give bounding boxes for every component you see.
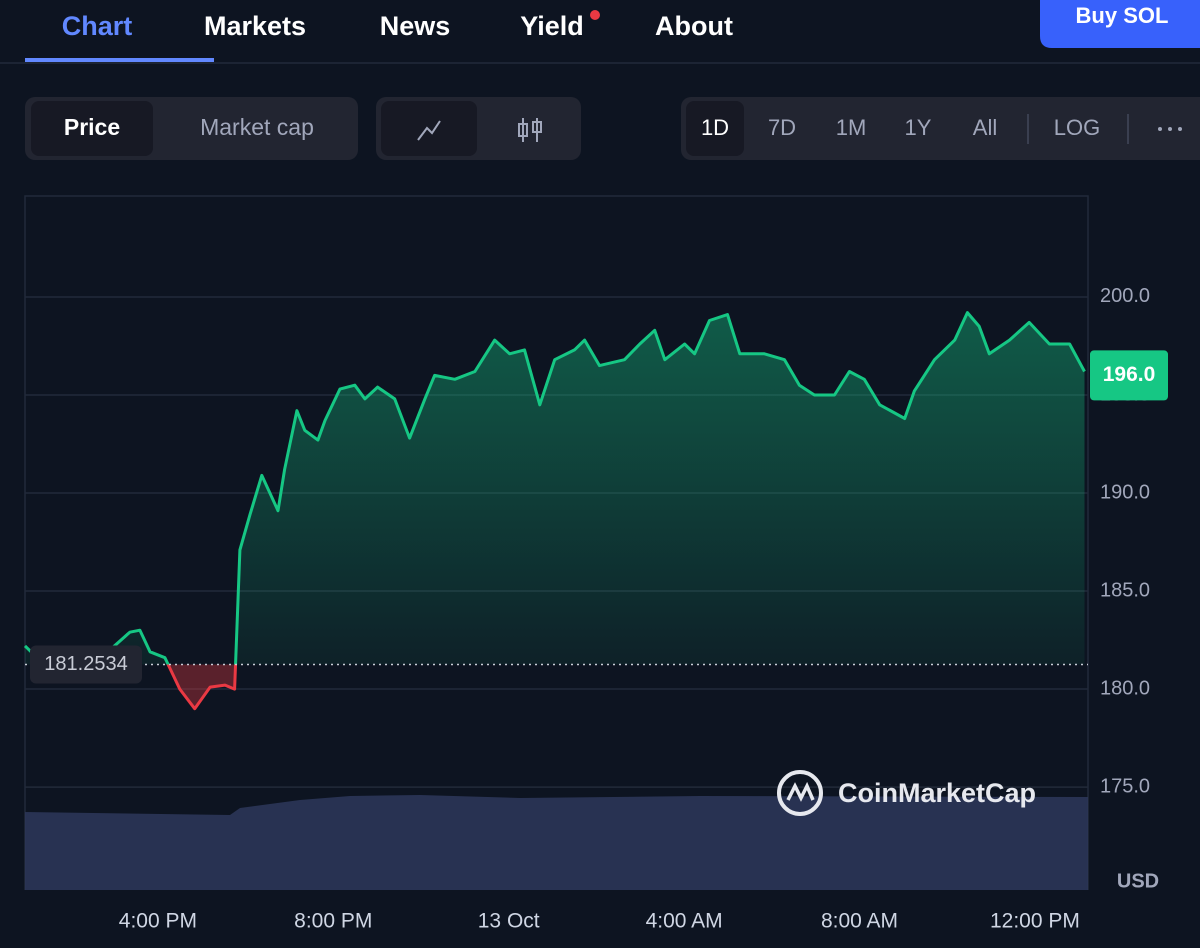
range-button[interactable]: 1Y [905, 115, 932, 140]
y-tick-label: 190.0 [1100, 481, 1150, 503]
active-tab-underline [25, 58, 214, 62]
log-toggle[interactable]: LOG [1054, 115, 1100, 140]
plot [23, 296, 1088, 788]
notification-dot [590, 10, 600, 20]
y-tick-label: 180.0 [1100, 677, 1150, 699]
buy-button-label[interactable]: Buy SOL [1076, 3, 1169, 28]
nav-tab[interactable]: Chart [62, 11, 133, 41]
metric-button[interactable]: Price [64, 114, 120, 140]
last-price-label: 196.0 [1103, 363, 1156, 386]
x-tick-label: 13 Oct [478, 910, 540, 933]
metric-button[interactable]: Market cap [200, 114, 314, 140]
watermark-logo [777, 770, 823, 816]
nav-tab[interactable]: News [380, 11, 451, 41]
reference-label: 181.2534 [44, 653, 127, 675]
range-button[interactable]: 7D [768, 115, 796, 140]
range-button[interactable]: 1D [701, 115, 729, 140]
currency-label: USD [1117, 870, 1159, 892]
x-tick-label: 4:00 PM [119, 910, 197, 933]
y-tick-label: 175.0 [1100, 775, 1150, 797]
plot-frame [24, 195, 1089, 890]
x-tick-label: 8:00 PM [294, 910, 372, 933]
y-tick-label: 185.0 [1100, 579, 1150, 601]
nav-tab[interactable]: About [655, 11, 733, 41]
nav-tab[interactable]: Markets [204, 11, 306, 41]
reference-label-box [30, 645, 142, 684]
candle-icon[interactable] [518, 118, 542, 142]
price-line-down [166, 664, 238, 711]
range-button[interactable]: All [973, 115, 997, 140]
price-line-up [23, 311, 1086, 665]
more-button[interactable] [1158, 127, 1182, 131]
volume-area [25, 795, 1088, 890]
watermark: CoinMarketCap [838, 778, 1036, 808]
line-icon [417, 120, 441, 141]
nav-tab[interactable]: Yield [520, 11, 584, 41]
range-button[interactable]: 1M [836, 115, 867, 140]
x-tick-label: 4:00 AM [646, 910, 723, 933]
price-area-down [168, 664, 236, 709]
last-price-box [1090, 350, 1168, 401]
line-style-button[interactable] [381, 101, 477, 156]
active-pill [686, 101, 744, 156]
range-toggle [681, 97, 1200, 160]
y-tick-label: 200.0 [1100, 285, 1150, 307]
x-tick-label: 8:00 AM [821, 910, 898, 933]
active-pill [31, 101, 153, 156]
price-area-up [25, 312, 1085, 665]
buy-button[interactable] [1040, 0, 1200, 48]
x-tick-label: 12:00 PM [990, 910, 1080, 933]
